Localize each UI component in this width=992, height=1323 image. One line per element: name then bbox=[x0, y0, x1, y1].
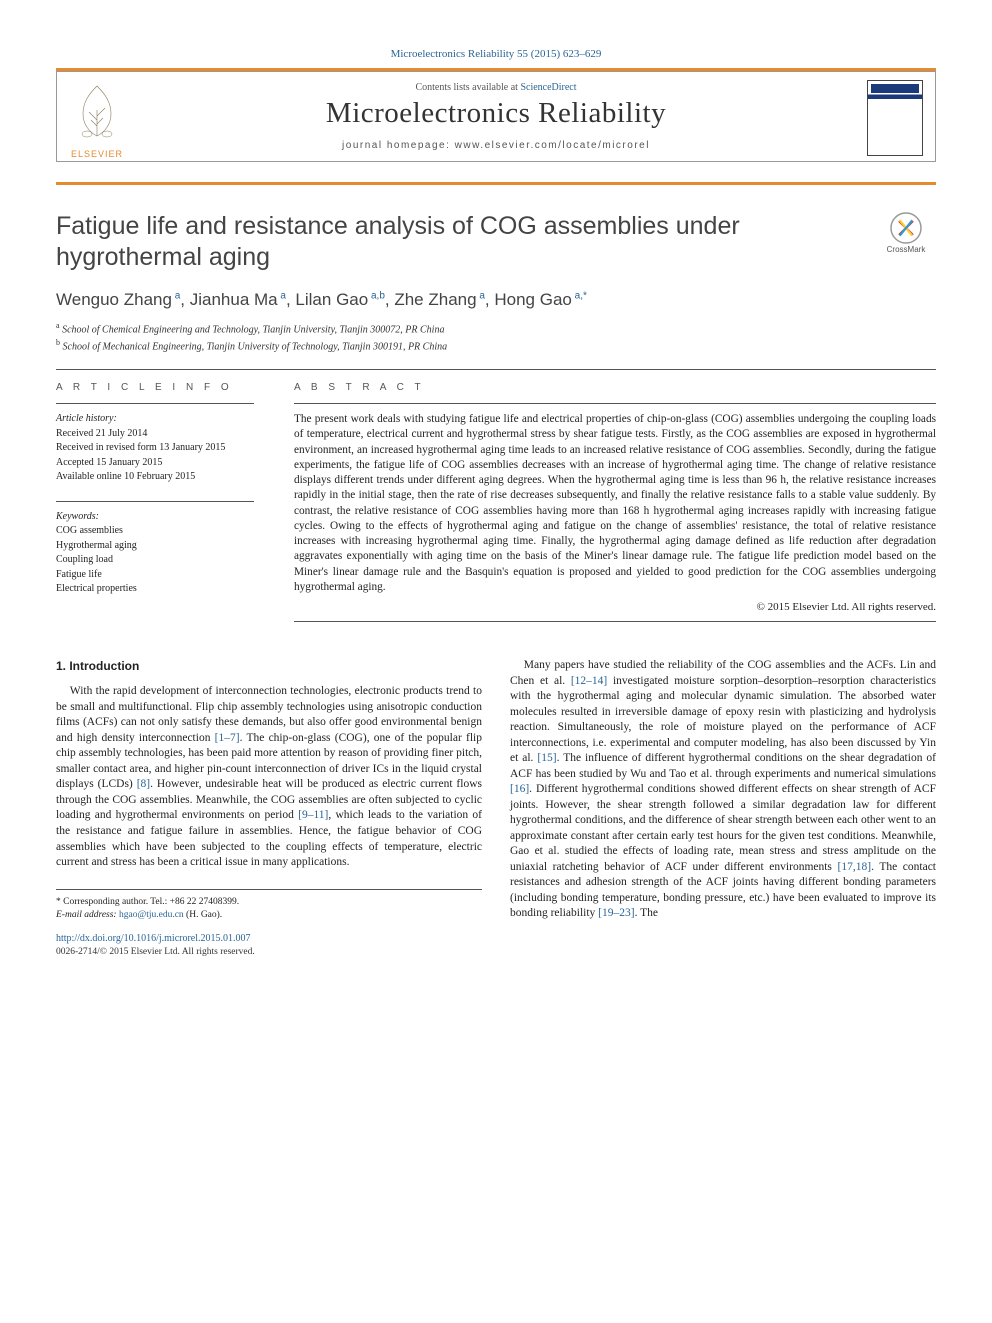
ref-link[interactable]: [15] bbox=[537, 752, 556, 764]
ref-link[interactable]: [12–14] bbox=[571, 675, 607, 687]
elsevier-text: ELSEVIER bbox=[69, 149, 125, 159]
ref-link[interactable]: [9–11] bbox=[298, 809, 328, 821]
rule-top bbox=[56, 369, 936, 370]
homepage-url[interactable]: www.elsevier.com/locate/microrel bbox=[455, 140, 650, 151]
col2-paragraph: Many papers have studied the reliability… bbox=[510, 658, 936, 922]
author-name: Lilan Gao bbox=[295, 290, 368, 309]
author-name: Jianhua Ma bbox=[190, 290, 278, 309]
c2f: . The bbox=[635, 907, 658, 919]
ref-link[interactable]: [17,18] bbox=[838, 861, 872, 873]
email-label: E-mail address: bbox=[56, 910, 119, 920]
email-link[interactable]: hgao@tju.edu.cn bbox=[119, 910, 184, 920]
issn-rights: 0026-2714/© 2015 Elsevier Ltd. All right… bbox=[56, 946, 482, 959]
history-label: Article history: bbox=[56, 412, 254, 427]
history-line: Available online 10 February 2015 bbox=[56, 470, 254, 485]
corresponding-author: * Corresponding author. Tel.: +86 22 274… bbox=[56, 896, 482, 909]
body-column-right: Many papers have studied the reliability… bbox=[510, 658, 936, 958]
author-affil-sup: a bbox=[172, 290, 180, 301]
journal-homepage: journal homepage: www.elsevier.com/locat… bbox=[125, 140, 867, 161]
keywords-label: Keywords: bbox=[56, 510, 254, 525]
history-line: Received in revised form 13 January 2015 bbox=[56, 441, 254, 456]
author-name: Hong Gao bbox=[494, 290, 572, 309]
article-info-head: A R T I C L E I N F O bbox=[56, 382, 254, 393]
intro-heading: 1. Introduction bbox=[56, 658, 482, 674]
author-name: Zhe Zhang bbox=[394, 290, 476, 309]
keyword-line: Fatigue life bbox=[56, 568, 254, 583]
journal-cover-thumb bbox=[867, 80, 923, 156]
ref-link[interactable]: [16] bbox=[510, 783, 529, 795]
author-name: Wenguo Zhang bbox=[56, 290, 172, 309]
ref-link[interactable]: [8] bbox=[137, 778, 150, 790]
crossmark-label: CrossMark bbox=[876, 245, 936, 254]
journal-header-box: ELSEVIER Contents lists available at Sci… bbox=[56, 71, 936, 162]
keyword-line: Hygrothermal aging bbox=[56, 539, 254, 554]
author-affil-sup: a bbox=[477, 290, 485, 301]
c2b: investigated moisture sorption–desorptio… bbox=[510, 675, 936, 765]
c2d: . Different hygrothermal conditions show… bbox=[510, 783, 936, 873]
email-line: E-mail address: hgao@tju.edu.cn (H. Gao)… bbox=[56, 909, 482, 922]
lower-orange-bar bbox=[56, 182, 936, 185]
sciencedirect-link[interactable]: ScienceDirect bbox=[520, 82, 576, 93]
citation-line[interactable]: Microelectronics Reliability 55 (2015) 6… bbox=[56, 48, 936, 60]
sciencedirect-line: Contents lists available at ScienceDirec… bbox=[125, 82, 867, 93]
crossmark-badge[interactable]: CrossMark bbox=[876, 211, 936, 254]
ref-link[interactable]: [19–23] bbox=[598, 907, 634, 919]
history-line: Accepted 15 January 2015 bbox=[56, 456, 254, 471]
intro-paragraph: With the rapid development of interconne… bbox=[56, 684, 482, 870]
affiliations: a School of Chemical Engineering and Tec… bbox=[56, 320, 936, 356]
author-affil-sup: a bbox=[278, 290, 286, 301]
author-list: Wenguo Zhang a, Jianhua Ma a, Lilan Gao … bbox=[56, 290, 936, 310]
body-column-left: 1. Introduction With the rapid developme… bbox=[56, 658, 482, 958]
sd-prefix: Contents lists available at bbox=[415, 82, 520, 93]
footnotes: * Corresponding author. Tel.: +86 22 274… bbox=[56, 889, 482, 923]
ref-link[interactable]: [1–7] bbox=[215, 732, 240, 744]
journal-title: Microelectronics Reliability bbox=[125, 97, 867, 130]
history-line: Received 21 July 2014 bbox=[56, 427, 254, 442]
abstract-copyright: © 2015 Elsevier Ltd. All rights reserved… bbox=[294, 601, 936, 613]
crossmark-icon bbox=[889, 211, 923, 245]
keyword-line: Electrical properties bbox=[56, 582, 254, 597]
elsevier-logo-block: ELSEVIER bbox=[69, 80, 125, 159]
keywords-block: Keywords: COG assembliesHygrothermal agi… bbox=[56, 510, 254, 597]
homepage-label: journal homepage: bbox=[342, 140, 455, 151]
history-block: Article history: Received 21 July 2014Re… bbox=[56, 412, 254, 485]
article-title: Fatigue life and resistance analysis of … bbox=[56, 211, 816, 274]
email-suffix: (H. Gao). bbox=[184, 910, 223, 920]
keyword-line: Coupling load bbox=[56, 553, 254, 568]
author-affil-sup: a,* bbox=[572, 290, 587, 301]
abstract-head: A B S T R A C T bbox=[294, 382, 936, 393]
elsevier-tree-icon bbox=[69, 80, 125, 142]
doi-link[interactable]: http://dx.doi.org/10.1016/j.microrel.201… bbox=[56, 932, 482, 946]
abstract-text: The present work deals with studying fat… bbox=[294, 412, 936, 595]
keyword-line: COG assemblies bbox=[56, 524, 254, 539]
author-affil-sup: a,b bbox=[368, 290, 385, 301]
c2c: . The influence of different hygrotherma… bbox=[510, 752, 936, 780]
